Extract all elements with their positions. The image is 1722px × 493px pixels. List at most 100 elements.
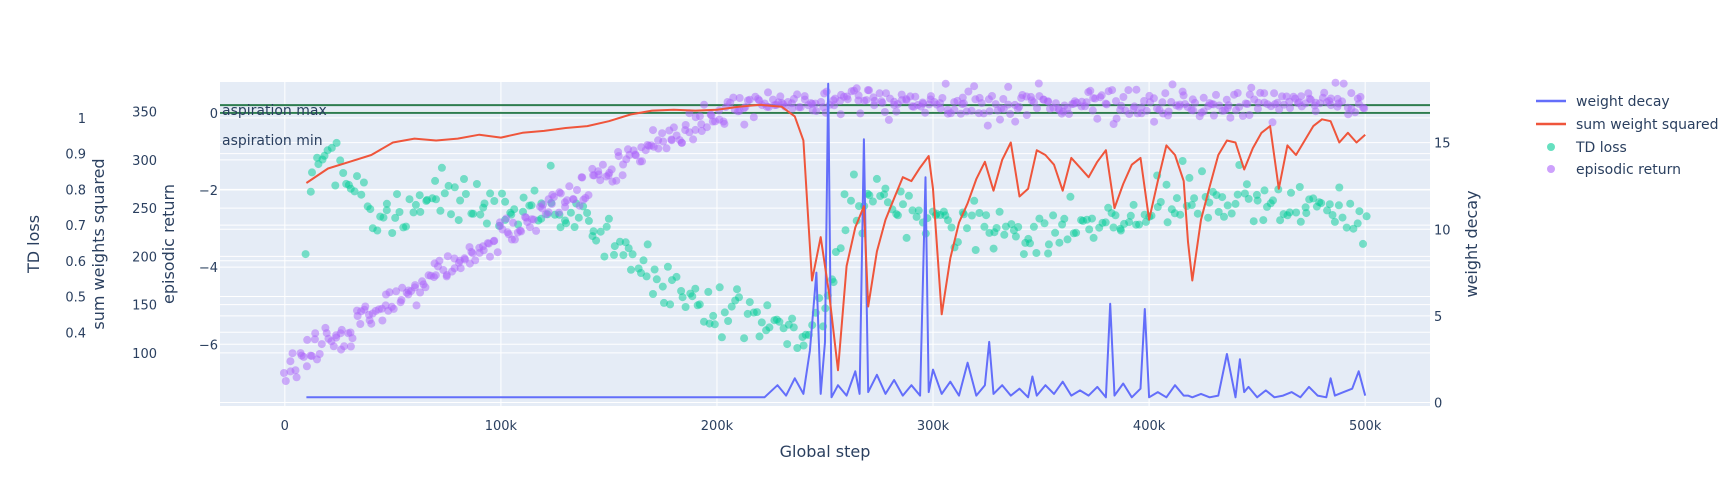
data-point	[1161, 89, 1170, 98]
data-point	[1156, 198, 1165, 206]
data-point	[1269, 196, 1277, 205]
data-point	[1212, 90, 1220, 99]
legend-item-td-loss[interactable]: TD loss	[1547, 140, 1627, 156]
data-point	[280, 369, 288, 377]
data-point	[911, 92, 920, 101]
axis-titles: Global step TD loss sum weights squared …	[24, 158, 1481, 461]
data-point	[1323, 206, 1332, 215]
data-point	[1193, 209, 1202, 218]
data-point	[1317, 199, 1326, 208]
data-point	[443, 252, 452, 261]
data-point	[944, 216, 952, 225]
sum_weights_squared-tick-label: 100	[132, 347, 157, 362]
data-point	[461, 190, 470, 198]
legend-item-episodic-return[interactable]: episodic return	[1547, 162, 1681, 178]
data-point	[1178, 157, 1187, 165]
data-point	[1140, 97, 1149, 105]
data-point	[884, 115, 893, 124]
data-point	[469, 209, 478, 218]
data-point	[583, 209, 592, 217]
data-point	[878, 98, 887, 107]
svg-text:weight decay: weight decay	[1576, 94, 1670, 110]
data-point	[315, 350, 324, 358]
data-point	[740, 334, 749, 343]
data-point	[602, 222, 611, 231]
tick-labels: 0 100k 200k 300k 400k 500k 0.4 0.5 0.6 0.7 0.8 0.9 1…	[65, 106, 1450, 434]
data-point	[727, 302, 736, 311]
data-point	[1227, 209, 1236, 218]
data-point	[1204, 213, 1213, 222]
data-point	[539, 200, 548, 209]
data-point	[1055, 238, 1064, 247]
data-point	[689, 135, 698, 144]
data-point	[1214, 207, 1223, 216]
weight_decay-tick-label: 0	[1434, 397, 1442, 412]
data-point	[936, 104, 945, 113]
data-point	[340, 342, 349, 351]
x-tick-label: 400k	[1133, 419, 1166, 434]
data-point	[327, 143, 336, 152]
data-point	[1245, 111, 1254, 119]
data-point	[382, 199, 391, 208]
legend-item-weight-decay[interactable]: weight decay	[1536, 94, 1670, 110]
data-point	[1339, 79, 1348, 88]
data-point	[1342, 223, 1351, 232]
data-point	[753, 308, 761, 317]
data-point	[729, 93, 738, 102]
data-point	[346, 342, 355, 351]
data-point	[1088, 214, 1096, 223]
data-point	[904, 191, 913, 200]
data-point	[1022, 111, 1031, 119]
data-point	[302, 362, 311, 371]
data-point	[337, 325, 346, 334]
data-point	[303, 335, 312, 344]
data-point	[288, 349, 297, 358]
data-point	[569, 195, 578, 204]
data-point	[565, 182, 574, 191]
data-point	[286, 357, 295, 366]
data-point	[847, 196, 855, 205]
td_loss-tick-label: 0.9	[65, 148, 86, 163]
data-point	[700, 100, 709, 109]
data-point	[393, 190, 401, 199]
data-point	[1328, 211, 1337, 219]
data-point	[788, 104, 797, 113]
data-point	[775, 317, 784, 326]
data-point	[666, 300, 675, 309]
data-point	[1088, 106, 1097, 115]
data-point	[510, 205, 519, 214]
data-point	[1111, 211, 1120, 220]
sum_weights_squared-tick-label: 250	[132, 202, 157, 217]
data-point	[1353, 219, 1362, 228]
data-point	[958, 93, 967, 102]
data-point	[999, 95, 1008, 103]
data-point	[573, 186, 581, 194]
data-point	[385, 288, 394, 297]
data-point	[1301, 203, 1310, 212]
weight-decay-axis-title: weight decay	[1462, 190, 1481, 297]
data-point	[849, 170, 858, 179]
data-point	[765, 323, 774, 332]
data-point	[840, 190, 849, 199]
data-point	[971, 246, 980, 254]
data-point	[570, 223, 579, 231]
data-point	[1295, 183, 1304, 191]
data-point	[764, 88, 772, 97]
data-point	[1275, 105, 1284, 114]
td_loss-tick-label: 1	[78, 112, 86, 127]
data-point	[1320, 88, 1329, 97]
data-point	[1030, 98, 1038, 107]
legend-item-sum-weight-squared[interactable]: sum weight squared	[1536, 117, 1719, 133]
data-point	[740, 120, 749, 129]
data-point	[685, 128, 694, 137]
data-point	[1112, 114, 1121, 123]
data-point	[1259, 216, 1268, 225]
legend: weight decay sum weight squared TD loss …	[1536, 94, 1719, 178]
data-point	[610, 250, 618, 259]
data-point	[1035, 214, 1044, 223]
data-point	[1044, 249, 1053, 258]
data-point	[1004, 100, 1013, 109]
data-point	[763, 301, 772, 310]
data-point	[892, 107, 901, 116]
data-point	[883, 198, 892, 207]
